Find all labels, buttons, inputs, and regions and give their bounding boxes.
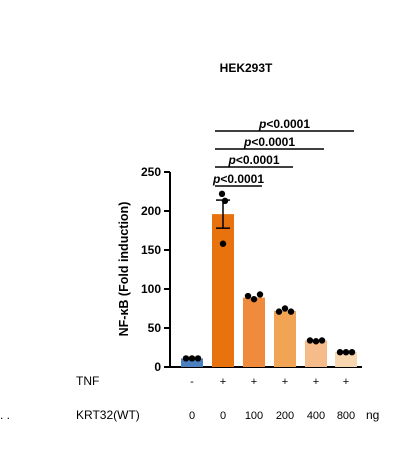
- significance-label: p<0.0001: [212, 172, 264, 186]
- bar: [243, 297, 265, 367]
- condition-row-label: KRT32(WT): [76, 408, 140, 422]
- y-axis-label: NF-κB (Fold induction): [117, 202, 131, 337]
- y-tick-label: 50: [148, 321, 162, 335]
- condition-value: 100: [245, 410, 263, 422]
- data-point: [348, 348, 356, 356]
- condition-value: 800: [337, 410, 355, 422]
- data-point: [188, 355, 196, 362]
- data-point: [182, 355, 190, 362]
- condition-table: TNF - + + + + + KRT32(WT) 0 0 100 200 400 800 ng: [76, 374, 379, 422]
- y-tick-label: 150: [141, 243, 161, 257]
- significance-label: p<0.0001: [227, 153, 279, 167]
- y-tick-label: 100: [141, 282, 161, 296]
- condition-value: -: [190, 376, 194, 388]
- significance-label: p<0.0001: [258, 117, 310, 131]
- condition-value: 200: [276, 410, 294, 422]
- significance-brackets: p<0.0001 p<0.0001 p<0.0001 p<0.0001: [212, 117, 354, 187]
- condition-value: +: [313, 376, 319, 388]
- bar: [305, 340, 327, 367]
- y-tick-label: 200: [141, 204, 161, 218]
- condition-value: +: [343, 376, 349, 388]
- data-point: [221, 197, 229, 205]
- condition-value: 0: [220, 410, 226, 422]
- data-point: [287, 308, 295, 315]
- data-point: [256, 291, 264, 298]
- data-point: [312, 338, 320, 345]
- condition-value: +: [251, 376, 257, 388]
- bar: [181, 358, 203, 367]
- data-points: [182, 190, 356, 362]
- significance-label: p<0.0001: [243, 135, 295, 149]
- data-point: [281, 305, 289, 312]
- data-point: [218, 190, 226, 198]
- bar: [335, 352, 357, 367]
- data-point: [342, 348, 350, 356]
- data-point: [194, 355, 202, 362]
- data-point: [336, 348, 344, 356]
- data-point: [318, 337, 326, 344]
- data-point: [306, 337, 314, 344]
- condition-row-label: TNF: [76, 374, 99, 388]
- bar: [274, 310, 296, 367]
- y-tick-label: 0: [154, 360, 161, 374]
- data-point: [244, 292, 252, 300]
- y-tick-label: 250: [141, 165, 161, 179]
- condition-value: 400: [307, 410, 325, 422]
- data-point: [275, 308, 283, 315]
- condition-value: +: [220, 376, 226, 388]
- bars: [181, 214, 357, 367]
- condition-value: 0: [189, 410, 195, 422]
- left-marker: . .: [0, 408, 10, 422]
- chart-title: HEK293T: [220, 61, 273, 75]
- bar: [212, 214, 234, 367]
- data-point: [219, 240, 227, 247]
- condition-unit: ng: [366, 408, 379, 422]
- data-point: [250, 295, 258, 303]
- condition-value: +: [282, 376, 288, 388]
